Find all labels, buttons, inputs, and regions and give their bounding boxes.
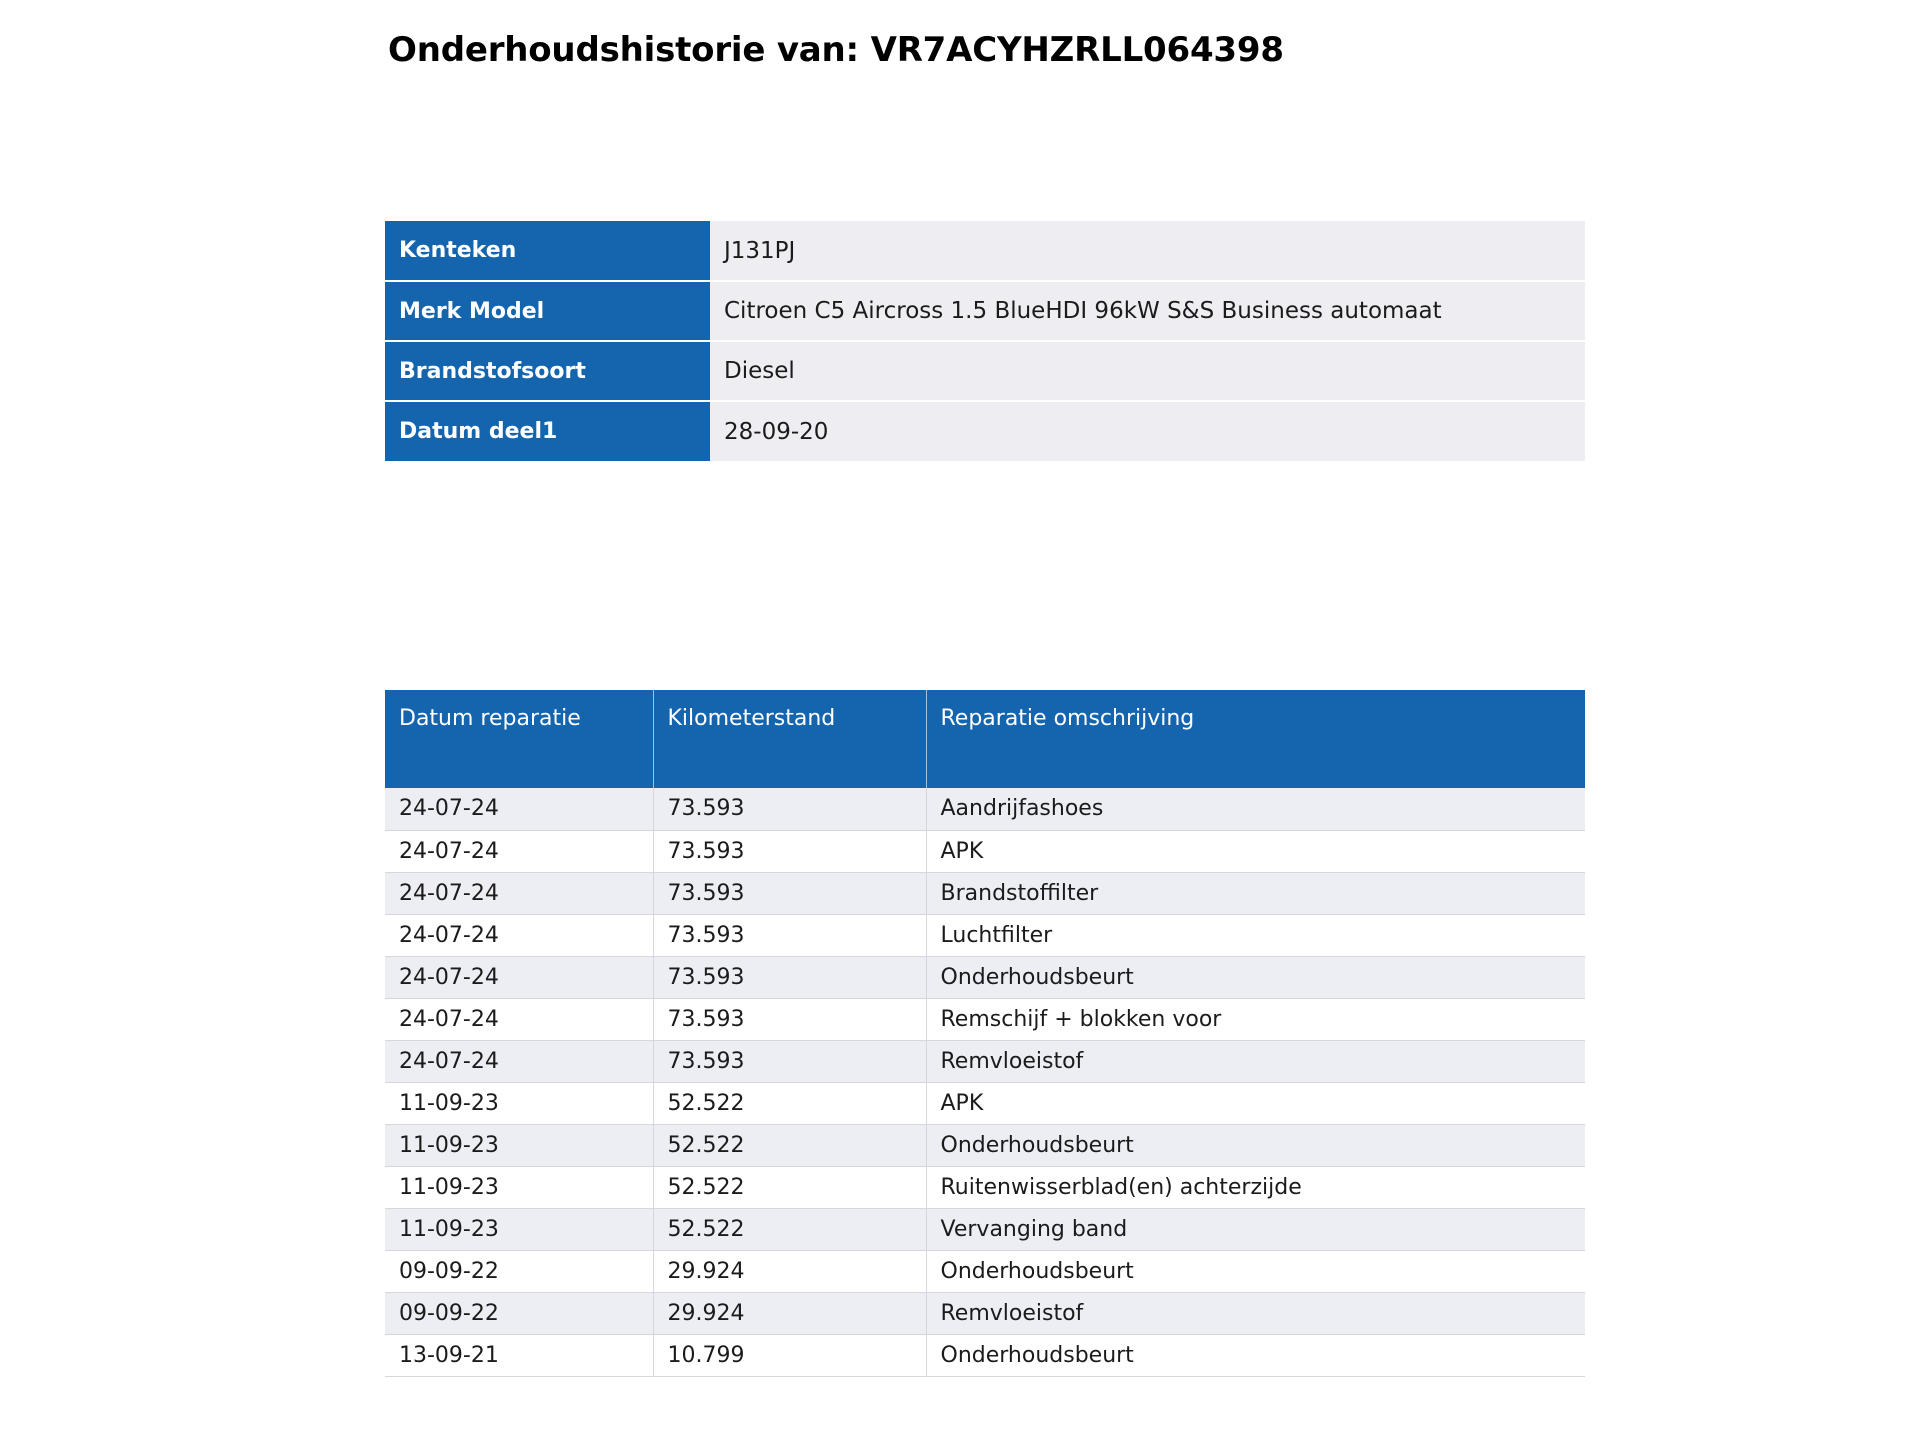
- cell-reparatie-omschrijving: Remschijf + blokken voor: [926, 998, 1585, 1041]
- column-header-reparatie-omschrijving: Reparatie omschrijving: [926, 690, 1585, 788]
- cell-datum-reparatie: 11-09-23: [385, 1208, 654, 1251]
- vehicle-info-row: Kenteken J131PJ: [385, 221, 1585, 282]
- table-row: 11-09-23 52.522 APK: [385, 1082, 1585, 1125]
- vehicle-info-value-kenteken: J131PJ: [710, 221, 1585, 282]
- cell-datum-reparatie: 09-09-22: [385, 1250, 654, 1293]
- cell-kilometerstand: 52.522: [653, 1166, 927, 1209]
- cell-datum-reparatie: 24-07-24: [385, 830, 654, 873]
- table-row: 11-09-23 52.522 Onderhoudsbeurt: [385, 1124, 1585, 1167]
- page-title: Onderhoudshistorie van: VR7ACYHZRLL06439…: [388, 30, 1284, 70]
- cell-reparatie-omschrijving: Onderhoudsbeurt: [926, 1250, 1585, 1293]
- cell-kilometerstand: 29.924: [653, 1250, 927, 1293]
- cell-kilometerstand: 73.593: [653, 956, 927, 999]
- cell-datum-reparatie: 24-07-24: [385, 956, 654, 999]
- cell-kilometerstand: 52.522: [653, 1208, 927, 1251]
- table-row: 11-09-23 52.522 Ruitenwisserblad(en) achte…: [385, 1166, 1585, 1209]
- cell-reparatie-omschrijving: APK: [926, 830, 1585, 873]
- cell-kilometerstand: 52.522: [653, 1124, 927, 1167]
- table-row: 09-09-22 29.924 Onderhoudsbeurt: [385, 1250, 1585, 1293]
- vehicle-info-value-brandstofsoort: Diesel: [710, 341, 1585, 402]
- vehicle-info-label-kenteken: Kenteken: [385, 221, 710, 282]
- vehicle-info-label-brandstofsoort: Brandstofsoort: [385, 341, 710, 402]
- cell-reparatie-omschrijving: Onderhoudsbeurt: [926, 1124, 1585, 1167]
- repair-history-body: 24-07-24 73.593 Aandrijfashoes 24-07-24 73.5…: [385, 788, 1585, 1377]
- cell-reparatie-omschrijving: Brandstoffilter: [926, 872, 1585, 915]
- cell-kilometerstand: 73.593: [653, 998, 927, 1041]
- cell-reparatie-omschrijving: Remvloeistof: [926, 1292, 1585, 1335]
- cell-kilometerstand: 52.522: [653, 1082, 927, 1125]
- cell-reparatie-omschrijving: Aandrijfashoes: [926, 788, 1585, 831]
- cell-reparatie-omschrijving: Remvloeistof: [926, 1040, 1585, 1083]
- cell-reparatie-omschrijving: APK: [926, 1082, 1585, 1125]
- table-row: 24-07-24 73.593 Brandstoffilter: [385, 872, 1585, 915]
- table-row: 24-07-24 73.593 Onderhoudsbeurt: [385, 956, 1585, 999]
- cell-datum-reparatie: 24-07-24: [385, 872, 654, 915]
- vehicle-info-value-datum-deel1: 28-09-20: [710, 401, 1585, 461]
- cell-datum-reparatie: 24-07-24: [385, 914, 654, 957]
- vehicle-info-value-merk-model: Citroen C5 Aircross 1.5 BlueHDI 96kW S&S…: [710, 281, 1585, 342]
- cell-kilometerstand: 73.593: [653, 872, 927, 915]
- column-header-datum-reparatie: Datum reparatie: [385, 690, 654, 788]
- table-row: 24-07-24 73.593 Remschijf + blokken voor: [385, 998, 1585, 1041]
- cell-kilometerstand: 73.593: [653, 914, 927, 957]
- column-header-kilometerstand: Kilometerstand: [653, 690, 927, 788]
- cell-kilometerstand: 73.593: [653, 788, 927, 831]
- cell-datum-reparatie: 09-09-22: [385, 1292, 654, 1335]
- vehicle-info-row: Brandstofsoort Diesel: [385, 341, 1585, 402]
- table-row: 11-09-23 52.522 Vervanging band: [385, 1208, 1585, 1251]
- cell-reparatie-omschrijving: Vervanging band: [926, 1208, 1585, 1251]
- cell-datum-reparatie: 24-07-24: [385, 998, 654, 1041]
- table-row: 24-07-24 73.593 APK: [385, 830, 1585, 873]
- cell-reparatie-omschrijving: Luchtfilter: [926, 914, 1585, 957]
- cell-datum-reparatie: 11-09-23: [385, 1166, 654, 1209]
- cell-kilometerstand: 73.593: [653, 830, 927, 873]
- repair-history-header-row: Datum reparatie Kilometerstand Reparatie…: [385, 690, 1585, 788]
- cell-datum-reparatie: 24-07-24: [385, 1040, 654, 1083]
- table-row: 24-07-24 73.593 Luchtfilter: [385, 914, 1585, 957]
- vehicle-info-body: Kenteken J131PJ Merk Model Citroen C5 Ai…: [385, 221, 1585, 461]
- vehicle-info-row: Datum deel1 28-09-20: [385, 401, 1585, 461]
- repair-history-table: Datum reparatie Kilometerstand Reparatie…: [385, 690, 1585, 1377]
- vehicle-info-label-merk-model: Merk Model: [385, 281, 710, 342]
- table-row: 24-07-24 73.593 Remvloeistof: [385, 1040, 1585, 1083]
- cell-reparatie-omschrijving: Onderhoudsbeurt: [926, 1334, 1585, 1377]
- cell-datum-reparatie: 11-09-23: [385, 1124, 654, 1167]
- cell-kilometerstand: 10.799: [653, 1334, 927, 1377]
- vehicle-info-label-datum-deel1: Datum deel1: [385, 401, 710, 461]
- table-row: 09-09-22 29.924 Remvloeistof: [385, 1292, 1585, 1335]
- cell-kilometerstand: 73.593: [653, 1040, 927, 1083]
- table-row: 24-07-24 73.593 Aandrijfashoes: [385, 788, 1585, 831]
- vehicle-info-table: Kenteken J131PJ Merk Model Citroen C5 Ai…: [385, 221, 1585, 461]
- cell-reparatie-omschrijving: Ruitenwisserblad(en) achterzijde: [926, 1166, 1585, 1209]
- cell-kilometerstand: 29.924: [653, 1292, 927, 1335]
- cell-reparatie-omschrijving: Onderhoudsbeurt: [926, 956, 1585, 999]
- repair-history-head: Datum reparatie Kilometerstand Reparatie…: [385, 690, 1585, 788]
- vehicle-info-row: Merk Model Citroen C5 Aircross 1.5 BlueH…: [385, 281, 1585, 342]
- cell-datum-reparatie: 13-09-21: [385, 1334, 654, 1377]
- table-row: 13-09-21 10.799 Onderhoudsbeurt: [385, 1334, 1585, 1377]
- cell-datum-reparatie: 24-07-24: [385, 788, 654, 831]
- cell-datum-reparatie: 11-09-23: [385, 1082, 654, 1125]
